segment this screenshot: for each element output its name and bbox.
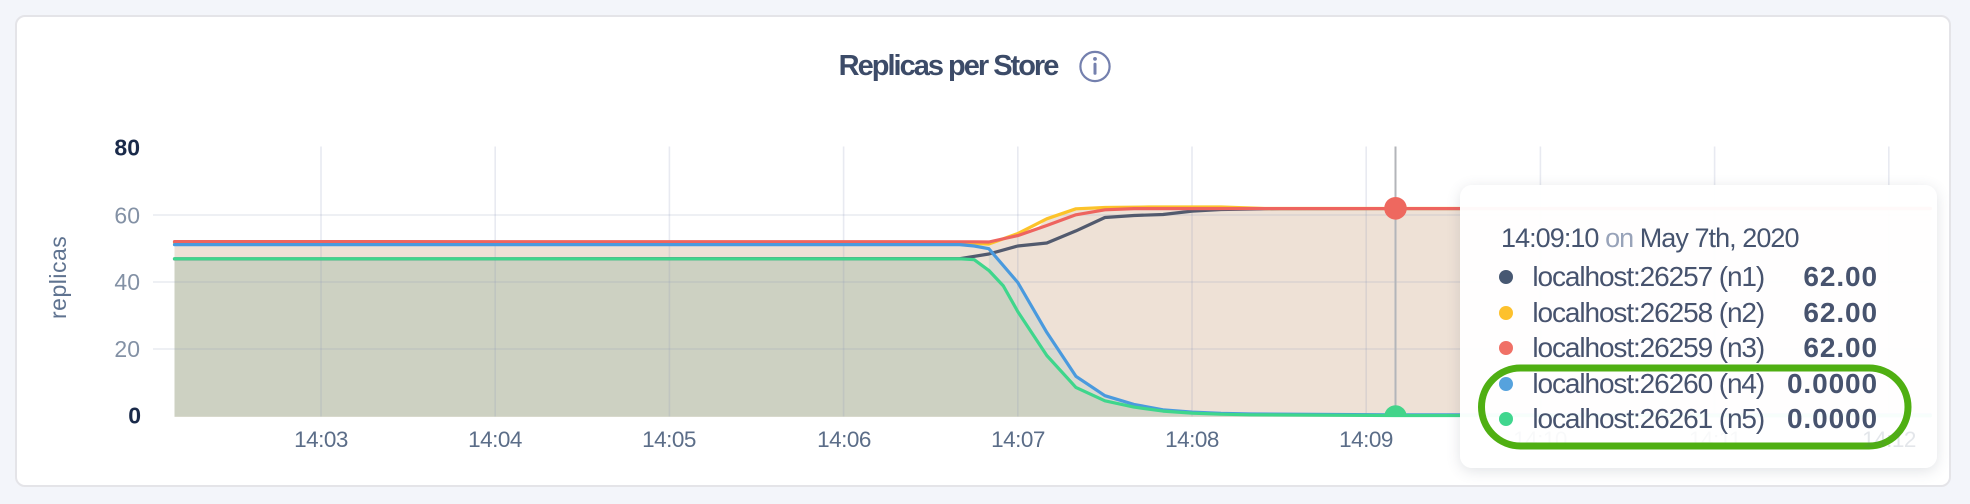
svg-text:14:04: 14:04 [468,427,522,452]
svg-text:0: 0 [128,403,141,429]
svg-text:14:05: 14:05 [642,427,696,452]
svg-text:14:03: 14:03 [294,427,348,452]
svg-text:replicas: replicas [45,236,71,319]
svg-text:20: 20 [114,336,140,362]
svg-text:14:07: 14:07 [991,427,1045,452]
svg-text:14:06: 14:06 [817,427,871,452]
svg-text:14:12: 14:12 [1862,427,1916,452]
svg-text:60: 60 [114,203,140,229]
svg-text:14:09: 14:09 [1339,427,1393,452]
svg-text:14:08: 14:08 [1165,427,1219,452]
svg-text:40: 40 [114,269,140,295]
svg-text:80: 80 [114,135,140,161]
